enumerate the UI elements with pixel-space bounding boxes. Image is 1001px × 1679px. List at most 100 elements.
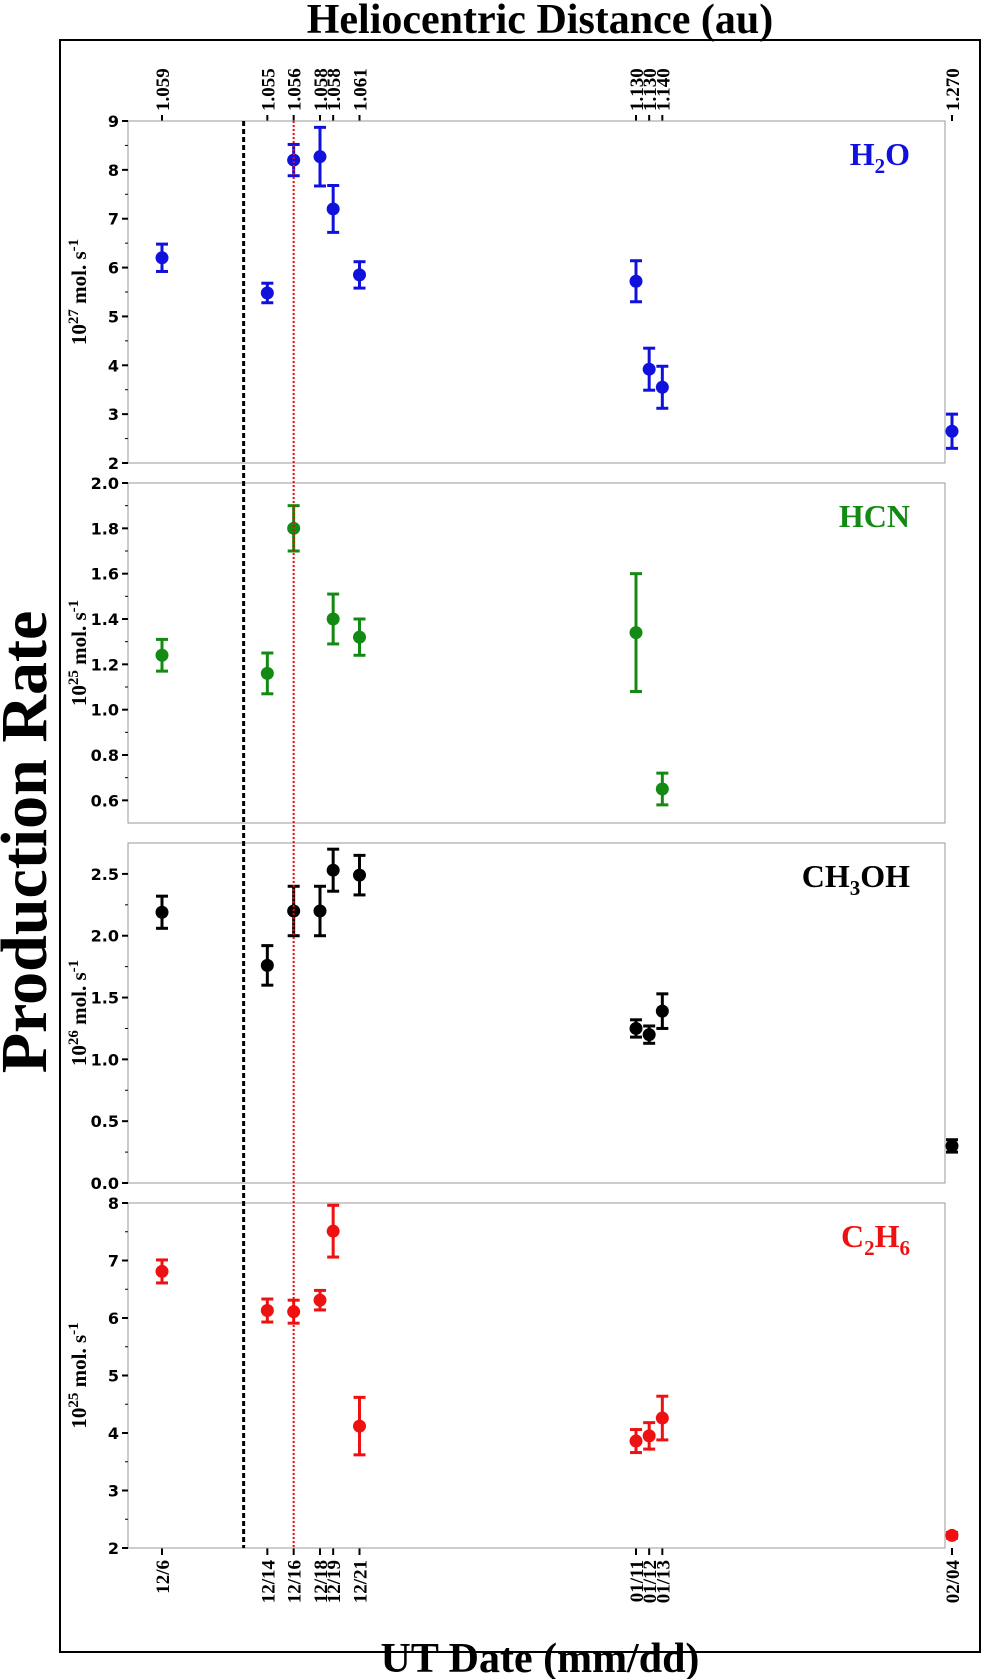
marker xyxy=(353,1419,366,1433)
y-tick-label: 1.8 xyxy=(91,519,119,538)
molecule-label-subscript: 6 xyxy=(900,1236,911,1260)
ylabel-unit-exponent: -1 xyxy=(66,1322,82,1335)
data-point xyxy=(945,1528,959,1542)
panel-frame xyxy=(127,120,946,464)
bottom-axis-title: UT Date (mm/dd) xyxy=(381,1636,700,1679)
y-tick-label: 1.4 xyxy=(91,610,119,629)
panel-ylabel: 1027 mol. s-1 xyxy=(66,239,91,345)
data-point xyxy=(642,1024,656,1045)
marker xyxy=(655,380,669,394)
data-point xyxy=(655,771,669,807)
heliocentric-tick-label: 1.059 xyxy=(153,68,174,111)
marker xyxy=(945,1528,959,1542)
marker xyxy=(155,1264,169,1278)
date-tick-label: 01/13 xyxy=(653,1560,674,1603)
heliocentric-tick-label: 1.056 xyxy=(285,68,306,111)
marker xyxy=(155,905,169,919)
vertical-markers xyxy=(242,121,295,1548)
molecule-label-text: OH xyxy=(860,858,910,894)
data-point xyxy=(155,637,169,673)
date-tick-label: 12/21 xyxy=(351,1560,372,1603)
ylabel-exponent: 27 xyxy=(66,309,82,325)
ylabel-unit-exponent: -1 xyxy=(66,239,82,252)
date-tick-label: 12/19 xyxy=(324,1560,345,1603)
data-point xyxy=(326,592,340,646)
data-point xyxy=(642,346,656,392)
data-point xyxy=(353,617,366,657)
y-tick-label: 2.0 xyxy=(91,474,119,493)
data-point xyxy=(313,1288,327,1312)
data-point xyxy=(629,572,643,694)
marker xyxy=(260,286,274,300)
molecule-label: H2O xyxy=(850,136,910,178)
molecule-label: CH3OH xyxy=(802,858,910,900)
ylabel-unit-exponent: -1 xyxy=(66,960,82,973)
ylabel-exponent: 25 xyxy=(66,1393,82,1408)
y-tick-label: 7 xyxy=(108,1252,119,1271)
date-tick-label: 12/18 xyxy=(311,1560,332,1603)
y-tick-label: 6 xyxy=(108,259,119,278)
molecule-label: C2H6 xyxy=(841,1218,910,1260)
marker xyxy=(353,868,366,882)
panel-hcn: 0.6 0.8 1.0 1.2 1.4 1.6 1.8 2.0 1025 mol. s-1 HCN xyxy=(66,474,946,824)
data-point xyxy=(287,1298,301,1325)
date-tick-label: 12/14 xyxy=(258,1560,279,1604)
heliocentric-tick-label: 1.061 xyxy=(351,68,372,111)
marker xyxy=(629,1021,643,1035)
marker xyxy=(326,202,340,216)
y-tick-label: 5 xyxy=(108,307,119,326)
marker xyxy=(287,521,301,535)
heliocentric-tick-label: 1.058 xyxy=(324,68,345,111)
y-tick-label: 1.6 xyxy=(91,565,119,584)
marker xyxy=(642,1028,656,1042)
y-tick-label: 0.0 xyxy=(91,1174,119,1193)
data-point xyxy=(629,1018,643,1039)
data-point xyxy=(155,1258,169,1285)
data-point xyxy=(629,259,643,304)
date-tick-label: 12/6 xyxy=(153,1560,174,1594)
marker xyxy=(642,1429,656,1443)
panel-frame xyxy=(127,842,946,1184)
ylabel-base: 10 xyxy=(67,1045,91,1066)
top-axis-title: Heliocentric Distance (au) xyxy=(307,0,774,43)
marker xyxy=(155,251,169,265)
molecule-label: HCN xyxy=(839,498,910,534)
marker xyxy=(287,153,301,167)
y-tick-label: 8 xyxy=(108,1194,119,1213)
figure-ylabel: Production Rate xyxy=(0,611,61,1074)
data-point xyxy=(629,1428,643,1455)
data-point xyxy=(313,884,327,938)
y-tick-label: 8 xyxy=(108,161,119,180)
marker xyxy=(629,1434,643,1448)
marker xyxy=(655,1004,669,1018)
marker xyxy=(655,782,669,796)
marker xyxy=(155,648,169,662)
y-tick-label: 1.5 xyxy=(91,989,119,1008)
marker xyxy=(260,666,274,680)
marker xyxy=(313,150,327,164)
ylabel-exponent: 26 xyxy=(66,1030,82,1046)
y-tick-label: 2.5 xyxy=(91,865,119,884)
date-tick-label: 01/11 xyxy=(627,1560,648,1602)
panel-frame xyxy=(127,482,946,824)
ylabel-base: 10 xyxy=(67,685,91,706)
marker xyxy=(945,1139,959,1153)
marker xyxy=(326,612,340,626)
ylabel-unit-exponent: -1 xyxy=(66,600,82,613)
molecule-label-text: C xyxy=(841,1218,864,1254)
heliocentric-tick-label: 1.130 xyxy=(640,68,661,111)
data-point xyxy=(260,1297,274,1324)
heliocentric-tick-label: 1.058 xyxy=(311,68,332,111)
molecule-label-text: HCN xyxy=(839,498,910,534)
heliocentric-tick-label: 1.055 xyxy=(258,68,279,111)
data-point xyxy=(155,894,169,930)
molecule-label-subscript: 3 xyxy=(850,876,861,900)
molecule-label-text: CH xyxy=(802,858,850,894)
molecule-label-text: H xyxy=(875,1218,900,1254)
marker xyxy=(260,958,274,972)
data-point xyxy=(353,853,366,897)
data-point xyxy=(260,651,274,696)
